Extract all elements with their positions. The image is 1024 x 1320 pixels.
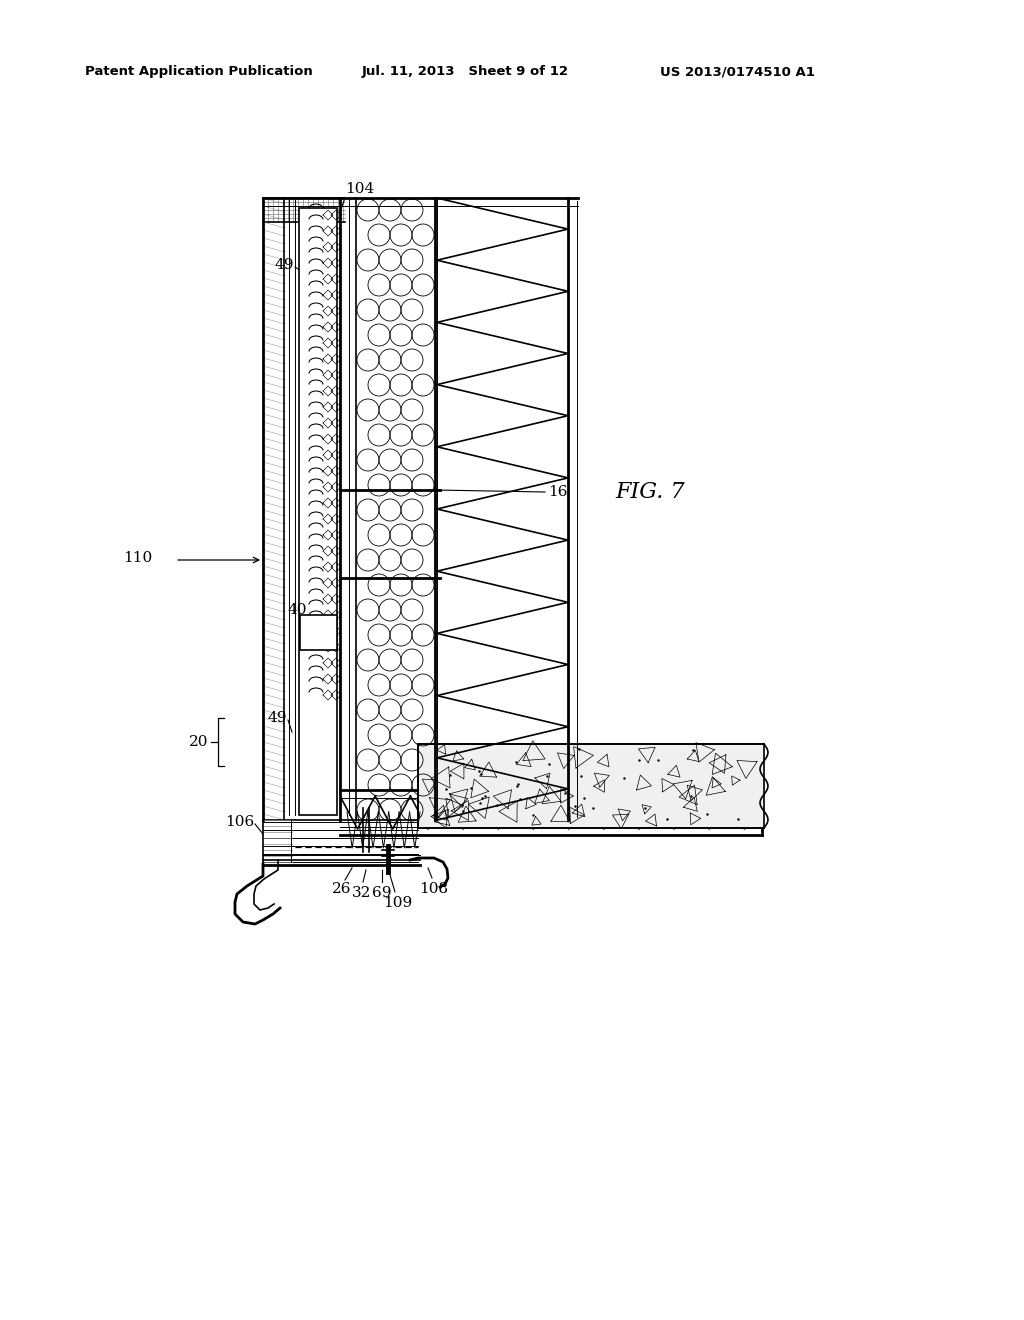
Text: 106: 106 — [224, 814, 254, 829]
Text: 20: 20 — [188, 735, 208, 748]
Text: 108: 108 — [420, 882, 449, 896]
Text: 49: 49 — [267, 711, 287, 725]
Text: 104: 104 — [345, 182, 374, 195]
Bar — [299, 209, 337, 814]
Bar — [300, 615, 337, 649]
Text: 32: 32 — [352, 886, 372, 900]
Bar — [418, 744, 764, 828]
Text: 16: 16 — [548, 484, 567, 499]
Text: US 2013/0174510 A1: US 2013/0174510 A1 — [660, 66, 815, 78]
Text: Jul. 11, 2013   Sheet 9 of 12: Jul. 11, 2013 Sheet 9 of 12 — [362, 66, 569, 78]
Text: 109: 109 — [383, 896, 413, 909]
Text: 49: 49 — [274, 257, 294, 272]
Text: 69: 69 — [373, 886, 392, 900]
Text: 110: 110 — [123, 550, 152, 565]
Text: 40: 40 — [288, 603, 307, 616]
Text: 26: 26 — [332, 882, 352, 896]
Text: FIG. 7: FIG. 7 — [615, 480, 685, 503]
Text: Patent Application Publication: Patent Application Publication — [85, 66, 312, 78]
